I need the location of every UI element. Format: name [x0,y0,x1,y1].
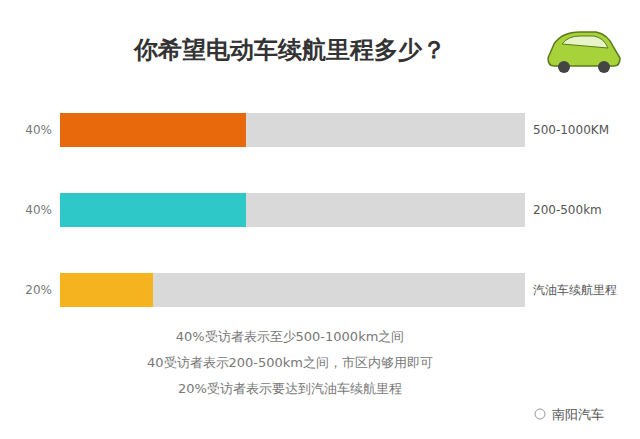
tick-label: 汽油车续航里程 [533,283,617,297]
bar [60,273,153,307]
category-axis: 500-1000KM 200-500km 汽油车续航里程 [527,123,617,297]
tick: 200-500km [527,203,602,217]
annotation: 20%受访者表示要达到汽油车续航里程 [178,381,402,396]
car-wheel [558,61,570,73]
bar [60,193,246,227]
data-label: 40% [25,203,52,217]
bar [60,113,246,147]
track [60,113,525,147]
track [60,193,525,227]
bars [60,113,246,307]
watermark: 南阳汽车 [535,407,604,422]
data-label: 20% [25,283,52,297]
tick: 汽油车续航里程 [527,283,617,297]
tick-label: 500-1000KM [533,123,609,137]
car-wheel [598,61,610,73]
watermark-icon [535,409,545,419]
chart: 你希望电动车续航里程多少？ 40% 40% 20% 500-1000KM 200-500k… [0,0,640,439]
annotation: 40%受访者表示至少500-1000km之间 [176,329,405,344]
data-label: 40% [25,123,52,137]
car-body [548,32,620,66]
car-icon [548,32,620,73]
watermark-text: 南阳汽车 [552,407,604,422]
car-window [562,36,608,48]
tracks [60,113,525,307]
track [60,273,525,307]
data-labels: 40% 40% 20% [25,123,52,297]
annotation: 40受访者表示200-500km之间，市区内够用即可 [147,355,433,370]
tick: 500-1000KM [527,123,609,137]
title: 你希望电动车续航里程多少？ [133,36,446,64]
tick-label: 200-500km [533,203,602,217]
